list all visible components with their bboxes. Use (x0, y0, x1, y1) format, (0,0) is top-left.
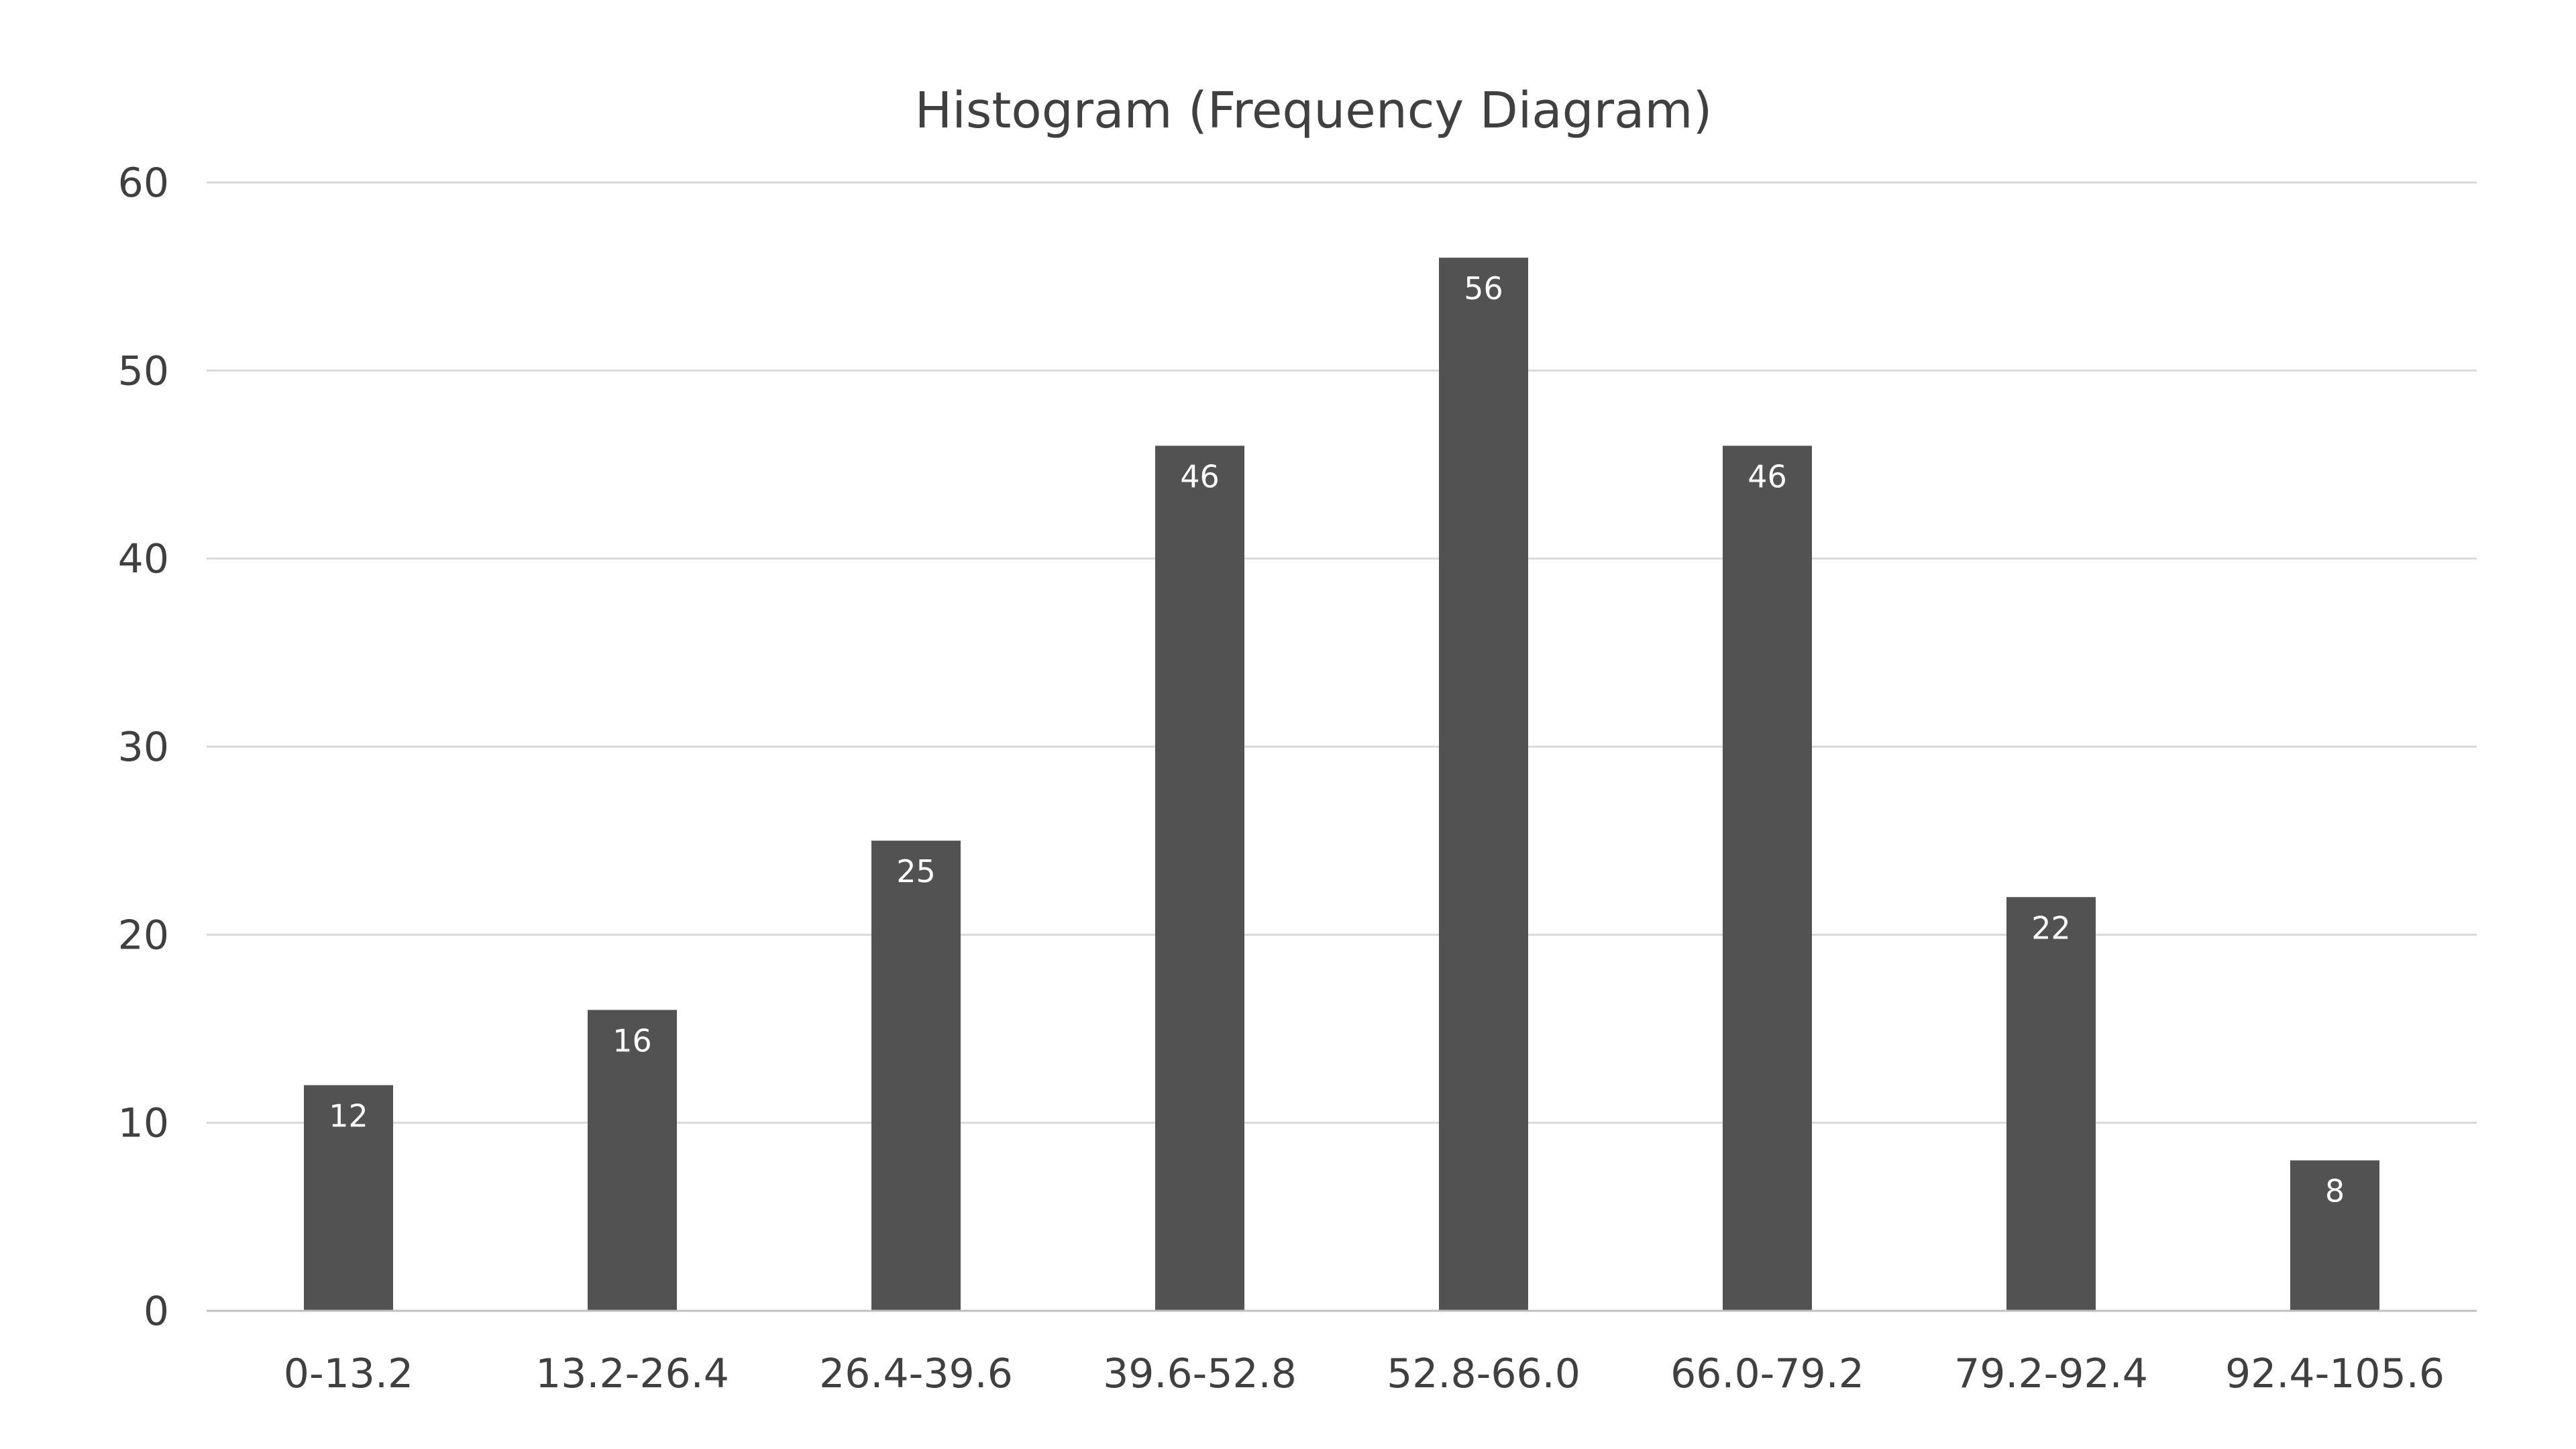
data-label: 46 (1748, 458, 1787, 494)
y-tick-label: 50 (118, 347, 169, 394)
x-tick-label: 39.6-52.8 (1103, 1350, 1297, 1397)
y-axis-tick-labels: 0 10 20 30 40 50 60 (118, 160, 169, 1335)
x-tick-label: 92.4-105.6 (2225, 1350, 2445, 1397)
y-tick-label: 60 (118, 160, 169, 207)
y-tick-label: 0 (144, 1288, 169, 1335)
y-tick-label: 30 (118, 724, 169, 771)
data-label: 25 (896, 853, 936, 890)
data-label: 16 (612, 1022, 652, 1059)
data-label: 12 (329, 1098, 368, 1134)
x-tick-label: 13.2-26.4 (535, 1350, 729, 1397)
y-tick-label: 10 (118, 1100, 169, 1147)
bar (1439, 258, 1528, 1311)
y-tick-label: 20 (118, 912, 169, 959)
bar (2290, 1160, 2379, 1311)
data-label: 8 (2325, 1173, 2345, 1210)
bar (1723, 445, 1812, 1311)
x-tick-label: 52.8-66.0 (1387, 1350, 1580, 1397)
chart-title: Histogram (Frequency Diagram) (915, 82, 1713, 140)
gridlines (207, 181, 2477, 1124)
x-axis-tick-labels: 0-13.2 13.2-26.4 26.4-39.6 39.6-52.8 52.8-66… (284, 1350, 2445, 1397)
bar (588, 1010, 677, 1311)
x-tick-label: 26.4-39.6 (819, 1350, 1013, 1397)
bar (304, 1085, 393, 1311)
y-tick-label: 40 (118, 536, 169, 583)
data-labels: 12 16 25 46 56 46 22 8 (329, 270, 2345, 1210)
x-tick-label: 66.0-79.2 (1670, 1350, 1864, 1397)
data-label: 56 (1464, 270, 1503, 307)
data-label: 46 (1180, 458, 1220, 494)
x-tick-label: 79.2-92.4 (1954, 1350, 2148, 1397)
data-label: 22 (2031, 910, 2071, 946)
bar (2006, 897, 2096, 1311)
bar (871, 841, 961, 1311)
x-tick-label: 0-13.2 (284, 1350, 413, 1397)
bars (304, 258, 2379, 1311)
bar (1155, 445, 1244, 1311)
